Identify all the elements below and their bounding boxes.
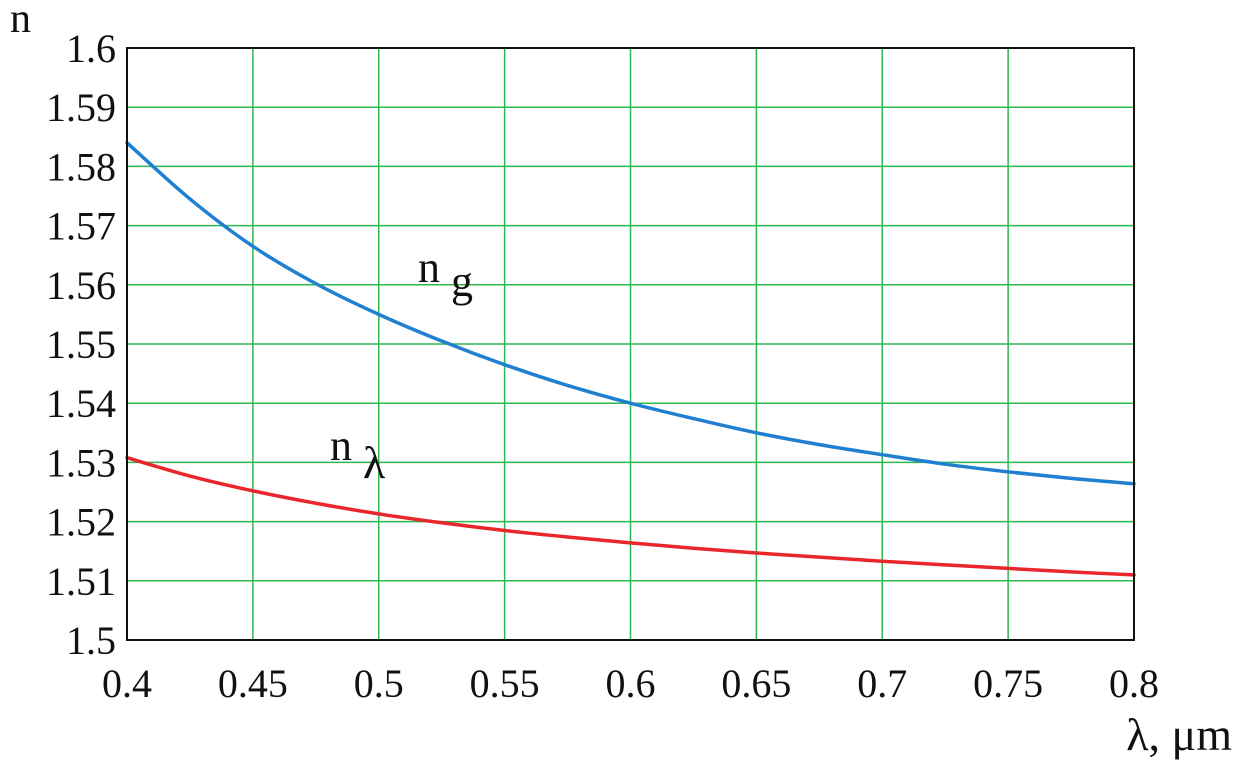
y-tick-label: 1.56 bbox=[46, 263, 116, 308]
x-tick-label: 0.8 bbox=[1109, 661, 1159, 706]
series-line-ng bbox=[125, 140, 1136, 486]
x-tick-label: 0.75 bbox=[973, 661, 1043, 706]
plot-frame bbox=[126, 47, 1135, 641]
y-tick-label: 1.58 bbox=[46, 144, 116, 189]
x-tick-label: 0.4 bbox=[102, 661, 152, 706]
series-label-nlambda-main: n bbox=[330, 421, 352, 470]
y-tick-label: 1.5 bbox=[66, 618, 116, 663]
x-tick-label: 0.5 bbox=[354, 661, 404, 706]
x-tick-label: 0.55 bbox=[470, 661, 540, 706]
x-tick-label: 0.45 bbox=[218, 661, 288, 706]
y-axis-title: n bbox=[10, 0, 31, 42]
y-tick-labels: 1.5 1.51 1.52 1.53 1.54 1.55 1.56 1.57 1.58 1.59 1… bbox=[46, 26, 116, 663]
series-line-nlambda bbox=[125, 455, 1136, 577]
series-label-nlambda: n λ bbox=[330, 421, 386, 488]
y-tick-label: 1.51 bbox=[46, 559, 116, 604]
y-tick-label: 1.59 bbox=[46, 85, 116, 130]
y-tick-label: 1.6 bbox=[66, 26, 116, 71]
x-tick-label: 0.7 bbox=[857, 661, 907, 706]
x-tick-label: 0.6 bbox=[606, 661, 656, 706]
series-label-ng-main: n bbox=[418, 243, 440, 292]
y-tick-label: 1.53 bbox=[46, 440, 116, 485]
series-label-ng: n g bbox=[418, 243, 473, 306]
series-label-nlambda-sub: λ bbox=[363, 437, 386, 488]
x-tick-labels: 0.4 0.45 0.5 0.55 0.6 0.65 0.7 0.75 0.8 bbox=[102, 661, 1159, 706]
series-label-ng-sub: g bbox=[451, 257, 473, 306]
y-tick-label: 1.55 bbox=[46, 322, 116, 367]
grid bbox=[127, 48, 1134, 640]
series-layer bbox=[125, 140, 1136, 577]
y-tick-label: 1.54 bbox=[46, 381, 116, 426]
x-axis-title: λ, μm bbox=[1126, 709, 1232, 760]
x-tick-label: 0.65 bbox=[721, 661, 791, 706]
y-tick-label: 1.52 bbox=[46, 500, 116, 545]
y-tick-label: 1.57 bbox=[46, 204, 116, 249]
